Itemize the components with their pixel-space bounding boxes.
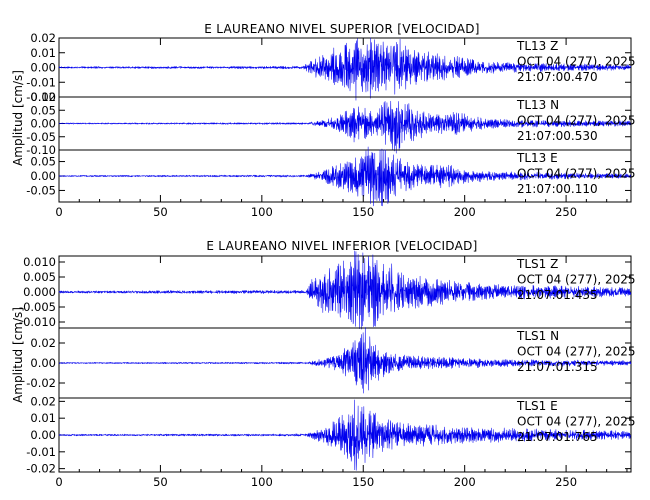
y-tick-label: 0.01 [30, 411, 56, 425]
upper-panel-3: 0.050.00-0.05 TL13 E OCT 04 (277), 202521:… [26, 146, 636, 207]
upper-y-axis-label: Amplitud [cm/s] [11, 70, 25, 166]
station-time: 21:07:00.470 [517, 70, 598, 84]
y-tick-label: -0.02 [26, 462, 56, 476]
upper-trace-2 [58, 100, 632, 154]
x-tick-label: 150 [352, 475, 374, 489]
y-tick-label: 0.02 [30, 31, 56, 45]
y-tick-label: -0.05 [26, 130, 56, 144]
y-tick-label: -0.005 [19, 300, 56, 314]
lower-y-axis-label: Amplitud [cm/s] [11, 307, 25, 403]
y-tick-label: 0.010 [23, 255, 56, 269]
station-date: OCT 04 (277), 2025 [517, 114, 636, 128]
lower-trace-3 [58, 399, 632, 471]
upper-panel-1: 0.020.010.00-0.01-0.02 TL13 Z OCT 04 (277)… [26, 31, 635, 104]
station-name: TLS1 Z [516, 257, 558, 271]
x-tick-label: 150 [352, 205, 374, 219]
y-tick-label: 0.000 [23, 285, 56, 299]
x-tick-label: 200 [454, 475, 476, 489]
lower-trace-2 [58, 327, 632, 394]
upper-panel-2: 0.100.050.00-0.05-0.10 TL13 N OCT 04 (277)… [26, 90, 635, 157]
station-date: OCT 04 (277), 2025 [517, 167, 636, 181]
upper-title: E LAUREANO NIVEL SUPERIOR [VELOCIDAD] [204, 22, 480, 36]
y-tick-label: -0.02 [26, 90, 56, 104]
y-tick-label: 0.00 [30, 61, 56, 75]
station-time: 21:07:00.530 [517, 129, 598, 143]
y-tick-label: -0.01 [26, 75, 56, 89]
x-tick-label: 250 [555, 205, 577, 219]
y-tick-label: 0.10 [30, 90, 56, 104]
y-tick-label: 0.005 [23, 270, 56, 284]
y-tick-label: 0.05 [30, 155, 56, 169]
station-time: 21:07:01.435 [517, 288, 598, 302]
figure-lower: E LAUREANO NIVEL INFERIOR [VELOCIDAD] Am… [11, 239, 636, 489]
x-tick-label: 0 [55, 205, 62, 219]
y-tick-label: 0.00 [30, 428, 56, 442]
station-date: OCT 04 (277), 2025 [517, 345, 636, 359]
y-tick-label: 0.05 [30, 103, 56, 117]
y-tick-label: -0.02 [26, 376, 56, 390]
station-name: TLS1 N [516, 329, 559, 343]
y-tick-label: 0.00 [30, 169, 56, 183]
x-tick-label: 250 [555, 475, 577, 489]
y-tick-label: 0.02 [30, 336, 56, 350]
x-tick-label: 100 [251, 475, 273, 489]
station-date: OCT 04 (277), 2025 [517, 55, 636, 69]
y-tick-label: -0.010 [19, 315, 56, 329]
upper-trace-1 [58, 37, 632, 101]
lower-panel-3: 0.02 0.01 0.00 -0.01 -0.02 TLS1 E OCT 04 (277)… [26, 394, 635, 475]
station-name: TL13 N [516, 98, 559, 112]
station-name: TLS1 E [516, 399, 558, 413]
station-time: 21:07:00.110 [517, 182, 598, 196]
station-name: TL13 E [516, 151, 558, 165]
station-date: OCT 04 (277), 2025 [517, 415, 636, 429]
x-tick-label: 200 [454, 205, 476, 219]
station-time: 21:07:01.765 [517, 430, 598, 444]
x-tick-label: 0 [55, 475, 62, 489]
figure-upper: E LAUREANO NIVEL SUPERIOR [VELOCIDAD] Am… [11, 22, 636, 219]
y-tick-label: -0.01 [26, 445, 56, 459]
station-name: TL13 Z [516, 39, 558, 53]
upper-trace-3 [58, 146, 632, 207]
lower-trace-1 [58, 250, 632, 330]
y-tick-label: 0.00 [30, 356, 56, 370]
y-tick-label: -0.10 [26, 143, 56, 157]
y-tick-label: 0.00 [30, 117, 56, 131]
y-tick-label: -0.05 [26, 183, 56, 197]
lower-title: E LAUREANO NIVEL INFERIOR [VELOCIDAD] [206, 239, 477, 253]
lower-panel-2: 0.02 0.00 -0.02 TLS1 N OCT 04 (277), 202521:… [26, 327, 636, 399]
x-tick-label: 50 [153, 475, 168, 489]
x-tick-label: 50 [153, 205, 168, 219]
x-tick-label: 100 [251, 205, 273, 219]
station-time: 21:07:01.315 [517, 360, 598, 374]
y-tick-label: 0.01 [30, 46, 56, 60]
station-date: OCT 04 (277), 2025 [517, 273, 636, 287]
y-tick-label: 0.02 [30, 394, 56, 408]
